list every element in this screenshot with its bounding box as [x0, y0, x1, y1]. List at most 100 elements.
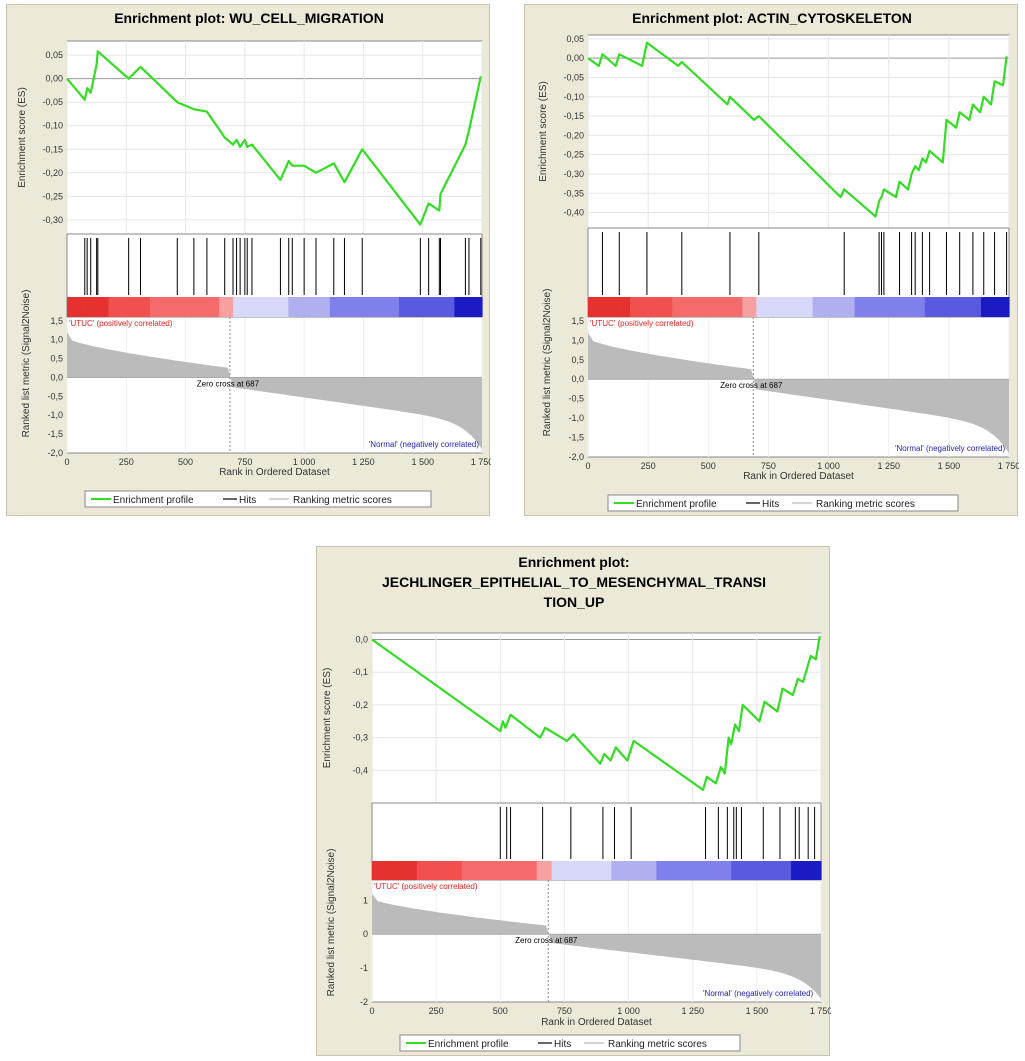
rank-colorbar-segment: [424, 861, 433, 880]
legend-hits-label: Hits: [239, 495, 256, 506]
rank-colorbar-segment: [350, 297, 359, 317]
x-tick-label: 500: [701, 461, 716, 471]
x-tick-label: 1 500: [411, 457, 434, 467]
rank-colorbar-segment: [716, 861, 725, 880]
rank-colorbar-segment: [648, 861, 657, 880]
rank-colorbar-segment: [633, 861, 642, 880]
es-tick-label: -0,40: [563, 208, 584, 218]
x-tick-label: 250: [641, 461, 656, 471]
x-axis-label: Rank in Ordered Dataset: [743, 471, 854, 482]
rank-colorbar-segment: [212, 297, 220, 317]
rank-colorbar-segment: [701, 861, 710, 880]
rank-colorbar-segment: [700, 297, 708, 317]
chart-1: Enrichment plot: WU_CELL_MIGRATION 0,05 0,…: [17, 10, 491, 508]
legend-metric-label: Ranking metric scores: [293, 495, 392, 506]
metric-axis-label: Ranked list metric (Signal2Noise): [21, 290, 32, 438]
x-tick-label: 0: [585, 461, 590, 471]
rank-colorbar-segment: [798, 297, 807, 317]
rank-colorbar-segment: [392, 297, 400, 317]
rank-colorbar-segment: [783, 861, 792, 880]
rank-colorbar-segment: [938, 297, 947, 317]
rank-colorbar-segment: [658, 297, 666, 317]
rank-colorbar-segment: [952, 297, 961, 317]
x-tick-label: 250: [119, 457, 134, 467]
x-tick-label: 750: [237, 457, 252, 467]
rank-colorbar-segment: [379, 861, 388, 880]
metric-tick-label: -0,5: [47, 391, 63, 401]
rank-colorbar-segment: [784, 297, 793, 317]
rank-colorbar-segment: [302, 297, 310, 317]
es-axis-label: Enrichment score (ES): [322, 668, 333, 769]
chart-title: Enrichment plot:: [518, 554, 629, 570]
rank-colorbar-segment: [589, 861, 598, 880]
rank-colorbar-segment: [401, 861, 411, 880]
metric-tick-label: 0,0: [571, 374, 584, 384]
rank-colorbar-segment: [372, 861, 381, 880]
rank-colorbar-segment: [868, 297, 877, 317]
rank-colorbar-segment: [637, 297, 645, 317]
enrichment-profile-line: [371, 636, 821, 791]
es-tick-label: 0,00: [566, 53, 584, 63]
enrichment-profile-line: [587, 41, 1008, 218]
rank-colorbar-segment: [596, 861, 605, 880]
x-tick-label: 1 500: [746, 1006, 769, 1016]
metric-tick-label: 0,5: [571, 355, 584, 365]
metric-tick-label: 1,0: [50, 335, 63, 345]
x-tick-label: 1 750: [471, 457, 491, 467]
rank-colorbar-segment: [602, 297, 610, 317]
rank-colorbar-segment: [329, 297, 338, 317]
rank-colorbar-segment: [812, 297, 821, 317]
positive-correlation-label: 'UTUC' (positively correlated): [69, 319, 173, 328]
rank-colorbar-segment: [461, 297, 469, 317]
x-tick-label: 1 750: [998, 461, 1019, 471]
rank-colorbar-segment: [693, 861, 702, 880]
es-axis-label: Enrichment score (ES): [538, 81, 549, 182]
rank-colorbar-segment: [738, 861, 747, 880]
x-tick-label: 0: [64, 457, 69, 467]
rank-colorbar-segment: [707, 297, 715, 317]
rank-colorbar-segment: [475, 297, 483, 317]
rank-colorbar-segment: [521, 861, 530, 880]
rank-colorbar-segment: [931, 297, 940, 317]
rank-colorbar-segment: [386, 861, 396, 880]
rank-colorbar-segment: [731, 861, 740, 880]
rank-colorbar-segment: [439, 861, 448, 880]
rank-colorbar-segment: [295, 297, 303, 317]
rank-colorbar-segment: [945, 297, 954, 317]
rank-colorbar-segment: [679, 297, 687, 317]
rank-colorbar-segment: [150, 297, 158, 317]
rank-colorbar-segment: [469, 861, 478, 880]
rank-colorbar-segment: [840, 297, 849, 317]
rank-colorbar-segment: [73, 297, 82, 317]
x-tick-label: 0: [369, 1006, 374, 1016]
metric-tick-label: -2,0: [568, 452, 584, 462]
rank-colorbar-segment: [343, 297, 352, 317]
rank-colorbar-segment: [484, 861, 493, 880]
metric-tick-label: -0,5: [568, 394, 584, 404]
rank-colorbar-segment: [618, 861, 628, 880]
rank-colorbar-segment: [889, 297, 898, 317]
es-tick-label: -0,10: [42, 121, 63, 131]
x-tick-label: 1 000: [617, 1006, 640, 1016]
es-tick-label: 0,0: [355, 635, 368, 645]
rank-colorbar-segment: [371, 297, 379, 317]
ranked-metric-area: [67, 332, 482, 450]
rank-colorbar-segment: [468, 297, 476, 317]
chart-panel-3: Enrichment plot: JECHLINGER_EPITHELIAL_TO…: [316, 546, 831, 1056]
rank-colorbar-segment: [514, 861, 523, 880]
rank-colorbar-segment: [924, 297, 933, 317]
rank-colorbar-segment: [529, 861, 538, 880]
rank-colorbar-segment: [409, 861, 418, 880]
rank-colorbar-segment: [805, 297, 814, 317]
rank-colorbar-segment: [163, 297, 172, 317]
negative-correlation-label: 'Normal' (negatively correlated): [703, 989, 814, 998]
rank-colorbar-segment: [454, 297, 462, 317]
zero-cross-label: Zero cross at 687: [720, 381, 783, 390]
rank-colorbar-segment: [198, 297, 206, 317]
positive-correlation-label: 'UTUC' (positively correlated): [590, 319, 694, 328]
es-tick-label: 0,05: [45, 50, 63, 60]
rank-colorbar-segment: [536, 861, 545, 880]
rank-colorbar-segment: [651, 297, 659, 317]
rank-colorbar-segment: [746, 861, 755, 880]
chart-title: Enrichment plot: WU_CELL_MIGRATION: [114, 10, 384, 26]
